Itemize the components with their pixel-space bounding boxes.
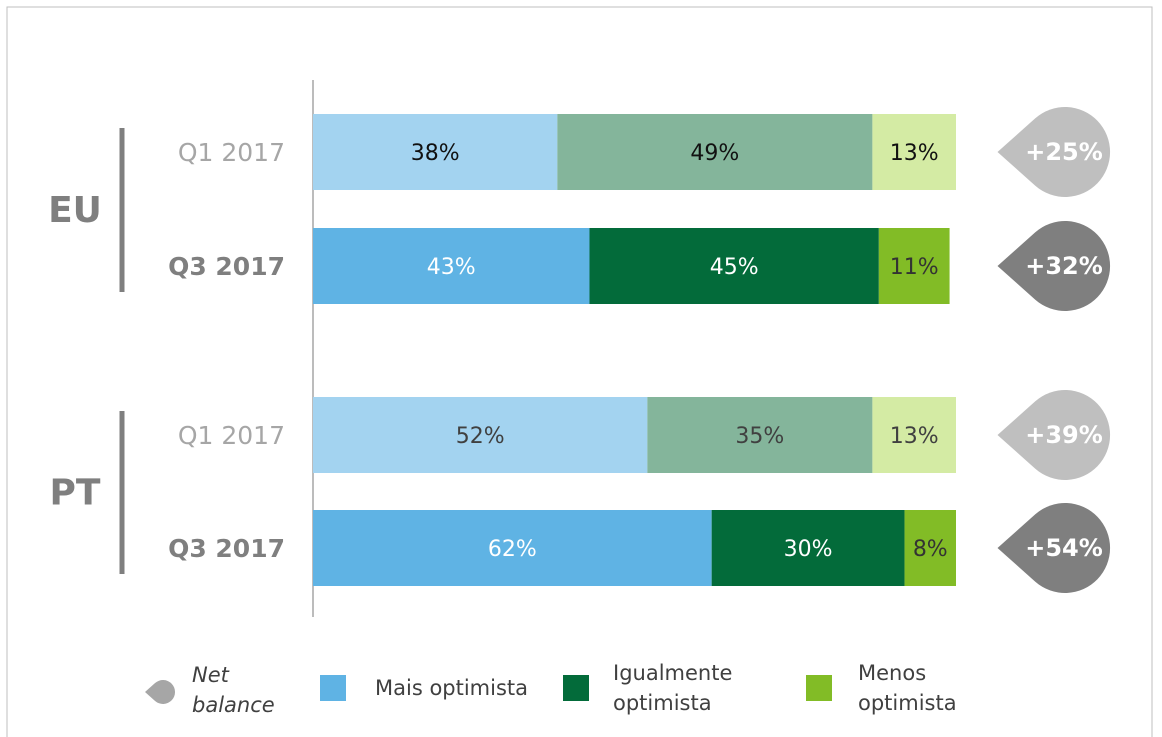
net-balance-marker bbox=[997, 221, 1111, 311]
bar-segment bbox=[557, 114, 873, 190]
bar-segment bbox=[313, 397, 648, 473]
value-label: 49% bbox=[690, 141, 739, 166]
category-label: Q1 2017 bbox=[178, 421, 285, 450]
bar-segment bbox=[313, 114, 558, 190]
legend-label: Mais optimista bbox=[375, 676, 529, 700]
value-label: 43% bbox=[427, 255, 476, 280]
bar-segment bbox=[313, 510, 712, 586]
group-label: EU bbox=[48, 190, 102, 231]
net-balance-label: +39% bbox=[1025, 421, 1103, 449]
net-balance-label: +32% bbox=[1025, 252, 1103, 280]
legend-marker bbox=[145, 679, 176, 704]
legend-swatch bbox=[320, 675, 346, 701]
value-label: 38% bbox=[411, 141, 460, 166]
bar-segment bbox=[711, 510, 905, 586]
value-label: 13% bbox=[890, 141, 939, 166]
category-label: Q1 2017 bbox=[178, 138, 285, 167]
value-label: 62% bbox=[488, 537, 537, 562]
net-balance-marker bbox=[997, 389, 1111, 480]
category-label: Q3 2017 bbox=[168, 252, 285, 281]
bar-segment bbox=[878, 228, 950, 304]
legend-swatch bbox=[806, 675, 832, 701]
net-balance-label: +54% bbox=[1025, 534, 1103, 562]
bar-segment bbox=[904, 510, 956, 586]
value-label: 45% bbox=[710, 255, 759, 280]
bar-segment bbox=[647, 397, 873, 473]
legend-label: Net balance bbox=[192, 663, 275, 717]
net-balance-marker bbox=[997, 107, 1111, 198]
net-balance-label: +25% bbox=[1025, 138, 1103, 166]
value-label: 8% bbox=[913, 537, 948, 562]
value-label: 30% bbox=[784, 537, 833, 562]
frame bbox=[6, 6, 1153, 737]
category-label: Q3 2017 bbox=[168, 534, 285, 563]
group-label: PT bbox=[50, 473, 101, 514]
bar-segment bbox=[872, 114, 956, 190]
net-balance-marker bbox=[997, 503, 1111, 593]
legend-label: Igualmente optimista bbox=[613, 661, 733, 715]
bar-segment bbox=[313, 228, 590, 304]
value-label: 52% bbox=[456, 424, 505, 449]
value-label: 35% bbox=[735, 424, 784, 449]
bar-segment bbox=[589, 228, 879, 304]
bar-segment bbox=[872, 397, 956, 473]
legend-label: Menos optimista bbox=[858, 661, 957, 715]
legend-swatch bbox=[563, 675, 589, 701]
value-label: 13% bbox=[890, 424, 939, 449]
value-label: 11% bbox=[890, 255, 939, 280]
